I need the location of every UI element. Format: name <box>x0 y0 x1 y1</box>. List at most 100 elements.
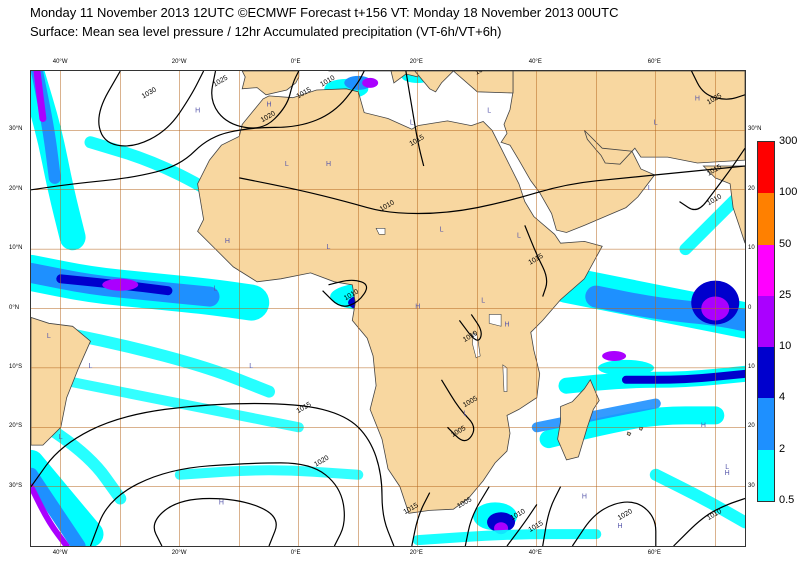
high-pressure-marker: H <box>195 108 200 115</box>
legend-label: 2 <box>779 442 786 455</box>
lat-label-right: 0 <box>748 304 752 311</box>
field-subtitle: Surface: Mean sea level pressure / 12hr … <box>30 24 502 39</box>
greece <box>414 71 454 93</box>
lat-label-right: 30°N <box>748 126 762 133</box>
lon-label-top: 0°E <box>290 59 301 65</box>
isobar-1015-n <box>405 71 425 167</box>
precip-nw-max <box>33 71 47 122</box>
lat-label-left: 10°S <box>9 363 23 370</box>
precip-satl-2 <box>55 374 304 433</box>
isobar-1005-sa <box>464 486 490 546</box>
high-pressure-marker: H <box>225 238 230 245</box>
isobar-1020-s <box>89 462 345 546</box>
low-pressure-marker: L <box>648 185 652 192</box>
lon-label-bottom: 40°W <box>52 550 68 556</box>
isobar-1025-s <box>153 497 277 546</box>
precip-madagascar-max <box>602 351 627 361</box>
low-pressure-marker: L <box>327 244 331 251</box>
isobar-1030 <box>98 71 205 147</box>
legend-swatch <box>758 295 774 348</box>
low-pressure-marker: L <box>59 434 63 441</box>
mauritius <box>639 426 644 431</box>
turkey <box>452 71 514 94</box>
precipitation-legend <box>757 141 775 502</box>
lon-label-bottom: 40°E <box>528 550 542 556</box>
lat-label-left: 0°N <box>9 304 20 311</box>
lat-label-right: 10 <box>748 363 755 370</box>
legend-label: 300 <box>779 135 798 147</box>
weather-map: 1030 1025 1020 1015 1010 1015 1010 1025 1015 1020… <box>30 70 746 547</box>
legend-label: 50 <box>779 237 792 250</box>
isobar-1010-e <box>679 147 745 211</box>
lon-label-top: 20°W <box>171 59 187 65</box>
isobar-1010-sa <box>506 504 538 546</box>
legend-swatch <box>758 347 774 399</box>
legend-swatch <box>758 193 774 246</box>
isobar-1020 <box>31 71 365 191</box>
lat-label-right: 10 <box>748 245 755 252</box>
precip-med-3 <box>362 77 379 88</box>
high-pressure-marker: H <box>582 494 587 501</box>
lat-label-left: 10°N <box>9 245 23 252</box>
legend-label: 4 <box>779 391 786 404</box>
isobar-1020-sio <box>571 501 657 546</box>
lon-label-bottom: 60°E <box>647 550 661 556</box>
precip-arabian-sea <box>679 183 745 256</box>
low-pressure-marker: L <box>440 226 444 233</box>
lake-malawi <box>502 364 508 392</box>
lon-label-top: 40°W <box>52 59 68 65</box>
high-pressure-marker: H <box>415 304 420 311</box>
low-pressure-marker: L <box>463 410 467 417</box>
high-pressure-marker: H <box>219 499 224 506</box>
legend-swatch <box>758 244 774 297</box>
low-pressure-marker: L <box>47 333 51 340</box>
low-pressure-marker: L <box>285 161 289 168</box>
low-pressure-marker: L <box>249 363 253 370</box>
lat-label-right: 20 <box>748 185 755 192</box>
low-pressure-marker: L <box>89 363 93 370</box>
low-pressure-marker: L <box>654 119 658 126</box>
lat-label-left: 30°N <box>9 126 23 133</box>
high-pressure-marker: H <box>266 102 271 109</box>
lon-label-bottom: 20°E <box>409 550 423 556</box>
high-pressure-marker: H <box>504 321 509 328</box>
arabia <box>500 71 745 233</box>
legend-swatch <box>758 398 774 451</box>
isobar-1015-e <box>239 165 745 215</box>
lon-label-bottom: 0°E <box>290 550 301 556</box>
precip-sw-front-max <box>31 483 70 546</box>
isobar-1015-sa <box>411 492 431 546</box>
low-pressure-marker: L <box>487 108 491 115</box>
legend-swatch <box>758 449 774 502</box>
forecast-title: Monday 11 November 2013 12UTC ©ECMWF For… <box>30 5 619 20</box>
precip-sw-front <box>31 449 104 546</box>
lat-label-right: 20 <box>748 423 755 430</box>
legend-label: 25 <box>779 288 792 301</box>
lat-label-left: 30°S <box>9 482 23 489</box>
isobar-1010-ea <box>458 314 482 341</box>
graticule <box>31 71 745 546</box>
legend-label: 100 <box>779 186 798 199</box>
india <box>702 165 745 244</box>
isobar-1010-gulf <box>322 279 368 307</box>
precip-satl-3 <box>174 465 364 480</box>
high-pressure-marker: H <box>618 523 623 530</box>
legend-label: 0.5 <box>779 494 795 506</box>
reunion <box>626 431 632 437</box>
low-pressure-marker: L <box>725 464 729 471</box>
lon-label-bottom: 20°W <box>171 550 187 556</box>
isobar-layer <box>31 71 745 546</box>
legend-swatch <box>758 142 774 194</box>
precip-sw-front-core <box>31 467 86 546</box>
lat-label-right: 30 <box>748 482 755 489</box>
low-pressure-marker: L <box>410 119 414 126</box>
high-pressure-marker: H <box>326 161 331 168</box>
lake-chad <box>375 228 386 235</box>
isobar-1005 <box>440 379 475 442</box>
lon-label-top: 20°E <box>409 59 423 65</box>
lat-label-left: 20°N <box>9 185 23 192</box>
lake-victoria <box>488 314 502 327</box>
low-pressure-marker: L <box>213 286 217 293</box>
high-pressure-marker: H <box>701 422 706 429</box>
